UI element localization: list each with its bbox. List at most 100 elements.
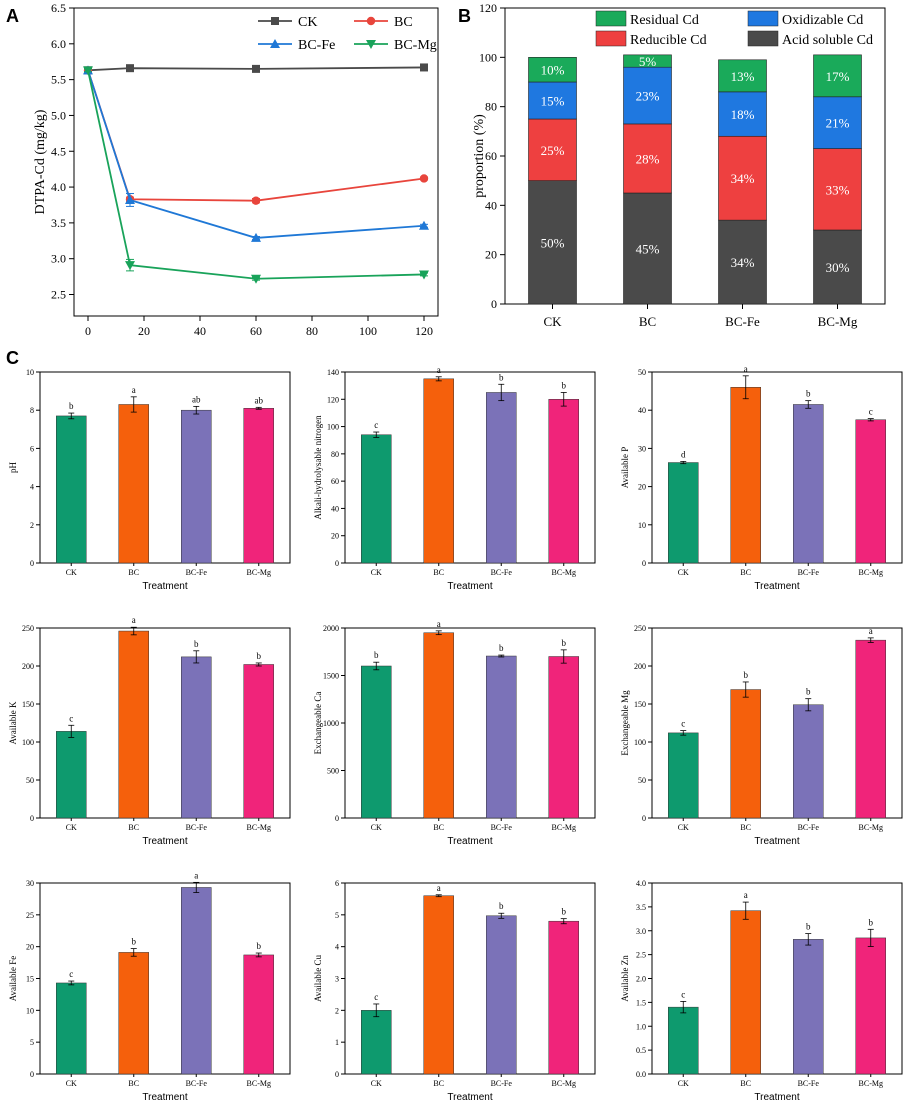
bar <box>730 387 761 564</box>
y-tick-label: 2000 <box>323 624 339 633</box>
y-tick-label: 1000 <box>323 719 339 728</box>
significance-letter: b <box>744 670 749 680</box>
bar <box>730 689 761 819</box>
x-tick-label: BC <box>433 1079 444 1088</box>
x-axis-label: Treatment <box>447 1092 492 1103</box>
significance-letter: a <box>744 364 748 374</box>
bar-chart-eca: 0 500 1000 1500 2000 Exchangeable Ca Treatment… <box>313 619 596 847</box>
y-tick-label: 30 <box>638 444 646 453</box>
panel-label-b: B <box>458 6 471 26</box>
legend-label: BC-Fe <box>298 38 335 53</box>
y-tick-label: 15 <box>26 975 34 984</box>
bar <box>181 656 212 819</box>
stacked-segment <box>623 66 672 125</box>
x-tick-label: 100 <box>359 324 377 338</box>
x-tick-label: CK <box>371 568 382 577</box>
panel-label-a: A <box>6 6 19 26</box>
y-tick-label: 60 <box>331 477 339 486</box>
y-tick-label: 10 <box>26 368 34 377</box>
x-tick-label: 20 <box>138 324 150 338</box>
y-tick-label: 25 <box>26 911 34 920</box>
significance-letter: ab <box>192 394 201 404</box>
y-axis-label: Available P <box>620 447 630 489</box>
y-tick-label: 1.5 <box>636 998 646 1007</box>
legend-label: Acid soluble Cd <box>782 33 873 48</box>
x-tick-label: BC-Mg <box>247 568 271 577</box>
x-tick-label: BC-Mg <box>552 568 576 577</box>
stacked-segment <box>718 135 767 221</box>
y-tick-label: 120 <box>327 395 339 404</box>
y-tick-label: 0 <box>642 559 646 568</box>
significance-letter: b <box>869 917 874 927</box>
legend-label: BC-Mg <box>394 38 437 53</box>
x-tick-label: BC <box>433 568 444 577</box>
significance-letter: b <box>132 937 137 947</box>
stacked-segment <box>623 192 672 305</box>
x-tick-label: BC-Mg <box>247 1079 271 1088</box>
series-ck <box>84 63 428 75</box>
x-tick-label: BC-Mg <box>552 823 576 832</box>
significance-letter: a <box>132 385 136 395</box>
y-tick-label: 250 <box>634 624 646 633</box>
segment-label: 34% <box>731 171 755 186</box>
stacked-segment <box>718 219 767 305</box>
series-line <box>87 70 425 280</box>
significance-letter: a <box>437 883 441 893</box>
stacked-segment <box>528 118 577 181</box>
x-tick-label: BC <box>128 568 139 577</box>
bar <box>548 399 579 564</box>
plot-frame <box>39 371 291 564</box>
bar <box>486 915 517 1075</box>
x-tick-label: CK <box>678 568 689 577</box>
bar <box>668 1006 699 1075</box>
significance-letter: b <box>806 922 811 932</box>
x-axis-label: Treatment <box>142 836 187 847</box>
bar-chart-ak: 0 50 100 150 200 250 Available K Treatment CK c BC… <box>8 615 291 847</box>
y-tick-label: 50 <box>638 368 646 377</box>
y-axis-label: DTPA-Cd (mg/kg) <box>33 109 48 214</box>
segment-label: 10% <box>541 63 565 78</box>
bar <box>548 920 579 1075</box>
stacked-segment <box>623 54 672 68</box>
series-bc <box>83 66 429 205</box>
significance-letter: d <box>681 449 686 459</box>
line-chart-dtpa-cd: 2.5 3.0 3.5 4.0 4.5 5.0 5.5 6.0 6.5 0 20 40 60 80 100 1… <box>33 1 439 338</box>
y-tick-label: 1500 <box>323 672 339 681</box>
legend: Acid soluble Cd Reducible Cd Oxidizable Cd… <box>595 10 873 48</box>
y-axis-label: Available Zn <box>620 955 630 1002</box>
x-tick-label: CK <box>66 823 77 832</box>
y-tick-label: 0 <box>335 1070 339 1079</box>
y-tick-label: 2.5 <box>636 951 646 960</box>
legend-label: BC <box>394 15 413 30</box>
y-tick-label: 8 <box>30 406 34 415</box>
y-tick-label: 3.5 <box>636 903 646 912</box>
y-tick-label: 6.5 <box>51 1 66 15</box>
bar <box>855 419 886 564</box>
y-tick-label: 200 <box>634 662 646 671</box>
segment-label: 23% <box>636 89 660 104</box>
x-tick-label: 40 <box>194 324 206 338</box>
segment-label: 33% <box>826 182 850 197</box>
y-tick-label: 0 <box>642 814 646 823</box>
y-tick-label: 2.0 <box>636 975 646 984</box>
stacked-bar-chart-cd-fractions: 0 20 40 60 80 100 120 proportion (%) CK 50% 25% 15%… <box>472 1 886 329</box>
x-tick-label: BC-Mg <box>247 823 271 832</box>
y-tick-label: 40 <box>331 504 339 513</box>
y-tick-label: 150 <box>634 700 646 709</box>
y-tick-label: 1.0 <box>636 1022 646 1031</box>
y-axis-label: Exchangeable Mg <box>620 690 630 756</box>
y-tick-label: 5 <box>335 911 339 920</box>
y-tick-label: 40 <box>485 198 497 212</box>
data-point <box>251 274 261 284</box>
bar <box>486 392 517 564</box>
bar <box>730 910 761 1075</box>
x-tick-label: BC <box>433 823 444 832</box>
bar <box>118 404 149 564</box>
x-axis-label: Treatment <box>142 581 187 592</box>
x-tick-label: 120 <box>415 324 433 338</box>
x-tick-label: CK <box>543 314 562 329</box>
legend-label: CK <box>298 15 317 30</box>
x-tick-label: BC-Fe <box>491 568 513 577</box>
y-tick-label: 5 <box>30 1038 34 1047</box>
panel-label-c: C <box>6 348 19 368</box>
